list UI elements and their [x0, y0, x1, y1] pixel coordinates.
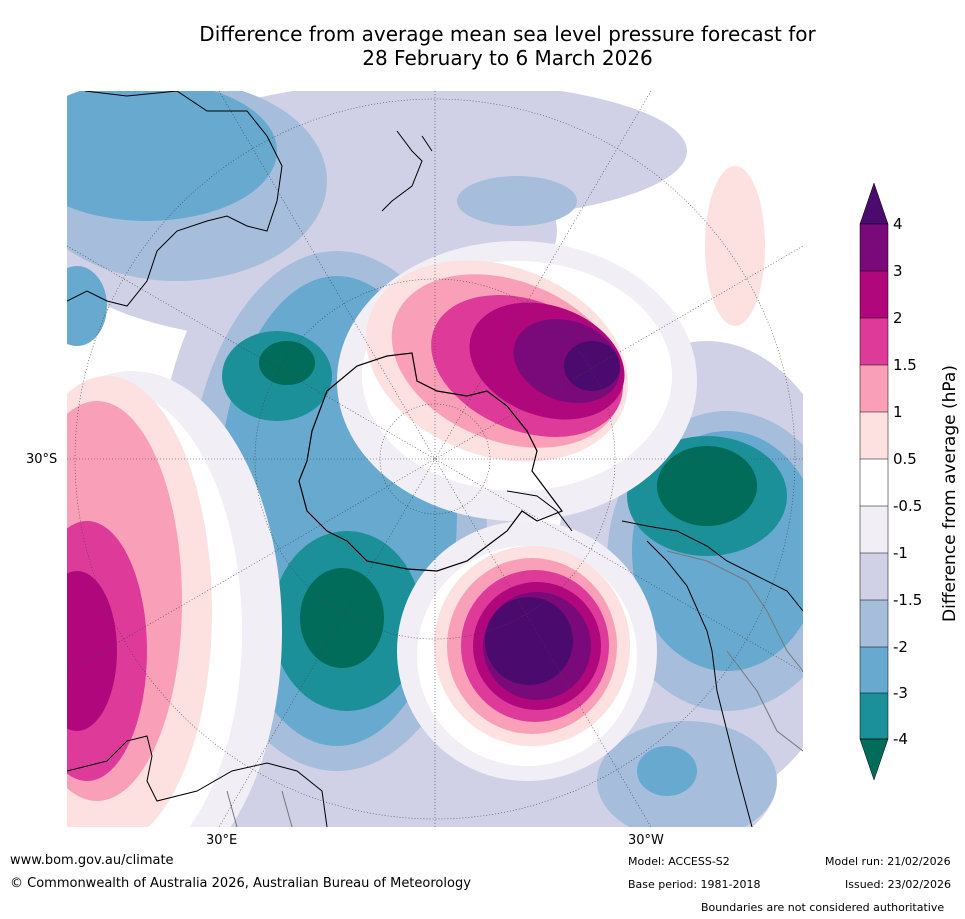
australia-borders: [226, 790, 293, 827]
latitude-label: 30°S: [26, 452, 58, 467]
colorbar-segment-neg2-neg3: [860, 647, 888, 693]
colorbar-segment-neg3-neg4: [860, 693, 888, 739]
model-text: Model: ACCESS-S2: [628, 855, 730, 868]
colorbar-dividers: [860, 270, 888, 694]
colorbar-segment-neg1-neg1.5: [860, 553, 888, 600]
longitude-label-east: 30°E: [206, 833, 238, 848]
colorbar-segment-0.5-1: [860, 412, 888, 459]
model-run-text: Model run: 21/02/2026: [825, 855, 951, 868]
australia-coastline: [67, 735, 328, 827]
base-period-text: Base period: 1981-2018: [628, 878, 761, 891]
colorbar-title: Difference from average (hPa): [940, 365, 960, 622]
pressure-anomaly-map: [67, 91, 803, 827]
africa-coastline: [67, 91, 283, 307]
colorbar-tick: 1: [893, 403, 903, 421]
graticule: [67, 91, 803, 827]
boundaries-disclaimer: Boundaries are not considered authoritat…: [701, 901, 945, 914]
south-america-coastline: [621, 520, 803, 827]
colorbar-tick: -3: [893, 684, 908, 702]
colorbar-top-arrow: [859, 182, 889, 225]
title-line-2: 28 February to 6 March 2026: [362, 46, 653, 70]
antarctica-coastline: [298, 352, 563, 572]
title-line-1: Difference from average mean sea level p…: [199, 22, 816, 46]
colorbar-segment-1.5-2: [860, 318, 888, 365]
issued-text: Issued: 23/02/2026: [845, 878, 952, 891]
colorbar-tick: -2: [893, 638, 908, 656]
map-svg: [67, 91, 803, 827]
positive-anomaly-south: [434, 546, 630, 746]
longitude-label-west: 30°W: [628, 833, 664, 848]
colorbar-tick: 1.5: [893, 356, 917, 374]
colorbar-tick: -1.5: [893, 591, 923, 609]
colorbar-tick: -0.5: [893, 497, 923, 515]
antarctic-peninsula: [506, 490, 573, 532]
colorbar-tick: -1: [893, 544, 908, 562]
map-title: Difference from average mean sea level p…: [0, 22, 965, 70]
south-america-borders: [666, 550, 803, 752]
colorbar-outline: [859, 223, 889, 740]
new-zealand-coastline: [381, 130, 433, 212]
colorbar-tick: 2: [893, 309, 903, 327]
positive-anomaly-east: [705, 166, 765, 326]
website-link[interactable]: www.bom.gov.au/climate: [10, 853, 174, 868]
colorbar-segment-neutral: [860, 459, 888, 506]
copyright-text: © Commonwealth of Australia 2026, Austra…: [10, 876, 471, 891]
positive-anomaly-west: [67, 376, 212, 827]
colorbar-segment-1-1.5: [860, 365, 888, 412]
colorbar-segment-neg1.5-neg2: [860, 600, 888, 647]
colorbar-bottom-arrow: [859, 738, 889, 781]
colorbar-tick: -4: [893, 730, 908, 748]
colorbar-segment-neg0.5-neg1: [860, 506, 888, 553]
colorbar-tick: 3: [893, 262, 903, 280]
colorbar-segment-2-3: [860, 271, 888, 318]
colorbar-segment-3-4: [860, 224, 888, 271]
colorbar-tick: 4: [893, 215, 903, 233]
positive-anomaly-north: [366, 260, 628, 462]
colorbar-tick: 0.5: [893, 450, 917, 468]
